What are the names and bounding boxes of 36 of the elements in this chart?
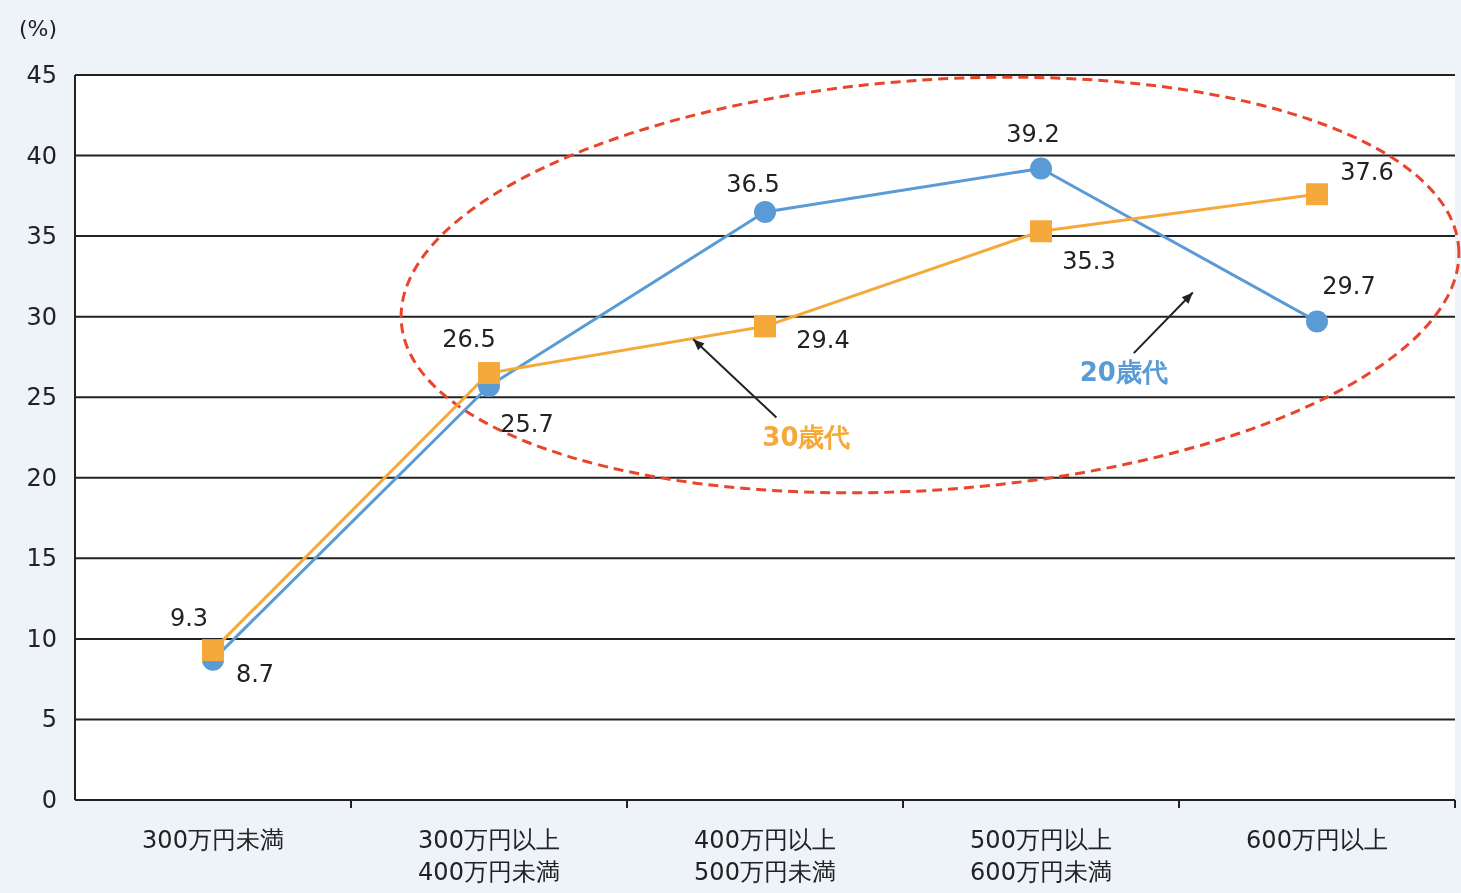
point — [478, 362, 500, 385]
data-label: 9.3 — [169, 604, 209, 633]
y-tick-label: 30 — [26, 302, 57, 331]
data-label: 29.4 — [796, 326, 850, 355]
data-label: 36.5 — [726, 169, 780, 198]
point — [1030, 157, 1052, 180]
y-axis-title: (%) — [18, 16, 58, 41]
data-label: 39.2 — [1006, 120, 1060, 149]
y-tick-label: 45 — [26, 61, 57, 89]
point — [754, 200, 776, 223]
y-tick-label: 25 — [26, 383, 57, 412]
text: 30歳代 — [762, 421, 851, 452]
data-label: 26.5 — [442, 325, 496, 354]
point — [754, 315, 776, 338]
x-tick-label: 300万円未満 — [142, 826, 284, 854]
data-label: 35.3 — [1062, 247, 1116, 276]
data-label: 29.7 — [1322, 271, 1376, 300]
data-label: 25.7 — [500, 409, 554, 438]
x-tick-label: 300万円以上 400万円未満 — [418, 826, 560, 886]
x-tick-label: 400万円以上 500万円未満 — [694, 826, 836, 886]
y-tick-label: 40 — [26, 141, 57, 170]
point — [1030, 220, 1052, 243]
y-tick-label: 15 — [26, 544, 57, 573]
point — [202, 639, 224, 662]
data-label: 37.6 — [1340, 158, 1394, 187]
x-tick-label: 600万円以上 — [1246, 826, 1388, 854]
point — [1306, 310, 1328, 333]
y-tick-label: 0 — [41, 786, 57, 814]
y-tick-label: 5 — [41, 705, 57, 734]
text: 20歳代 — [1079, 357, 1168, 388]
x-tick-label: 500万円以上 600万円未満 — [970, 826, 1112, 886]
y-tick-label: 35 — [26, 222, 57, 251]
data-label: 8.7 — [235, 659, 275, 688]
point — [1306, 183, 1328, 206]
y-tick-label: 20 — [26, 463, 57, 492]
y-tick-label: 10 — [26, 624, 57, 653]
